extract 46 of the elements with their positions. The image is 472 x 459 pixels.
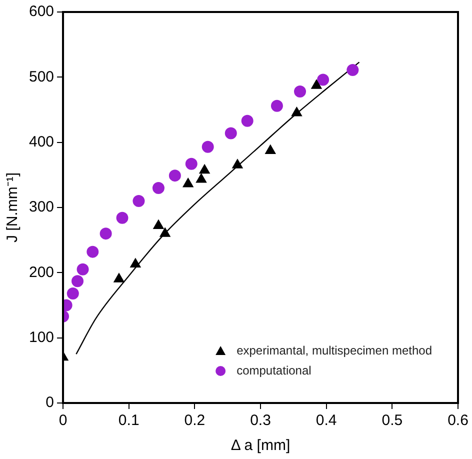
point: [291, 107, 302, 116]
x-tick-label: 0.3: [250, 412, 271, 430]
point: [114, 273, 124, 282]
point: [241, 114, 254, 127]
point: [265, 144, 276, 154]
y-tick-label: 500: [28, 68, 54, 86]
y-tick-label: 100: [28, 328, 54, 346]
point: [132, 194, 145, 207]
point: [86, 246, 99, 258]
x-tick-label: 0.1: [118, 412, 140, 430]
y-tick-label: 300: [28, 198, 54, 216]
x-tick-label: 0.6: [448, 412, 468, 430]
point: [224, 127, 237, 140]
x-tick-label: 0.5: [382, 412, 403, 430]
point: [153, 220, 164, 229]
point: [168, 170, 181, 182]
point: [294, 86, 306, 98]
point: [76, 263, 89, 276]
point: [317, 74, 330, 86]
point: [72, 275, 84, 288]
point: [196, 173, 207, 183]
point: [66, 288, 79, 300]
legend-label: computational: [236, 363, 312, 378]
point: [232, 159, 243, 168]
y-tick-label: 200: [28, 264, 54, 281]
point: [116, 212, 128, 224]
y-tick-label: 0: [46, 394, 54, 412]
legend-label: experimantal, multispecimen method: [236, 343, 432, 358]
point: [202, 140, 214, 153]
point: [130, 258, 141, 268]
y-axis-title: J [N.mm⁻¹]: [4, 172, 22, 242]
point: [185, 158, 198, 170]
point: [311, 80, 322, 89]
y-tick-label: 400: [28, 133, 54, 150]
x-axis-title: Δ a [mm]: [230, 437, 290, 454]
point: [182, 178, 194, 188]
x-tick-label: 0.4: [316, 412, 337, 430]
point: [160, 228, 170, 237]
point: [346, 64, 359, 76]
point: [270, 100, 283, 112]
point: [152, 182, 164, 194]
x-tick-label: 0: [58, 412, 68, 430]
x-tick-label: 0.2: [184, 412, 206, 430]
point: [100, 228, 112, 240]
point: [199, 164, 210, 174]
y-tick-label: 600: [28, 3, 54, 20]
